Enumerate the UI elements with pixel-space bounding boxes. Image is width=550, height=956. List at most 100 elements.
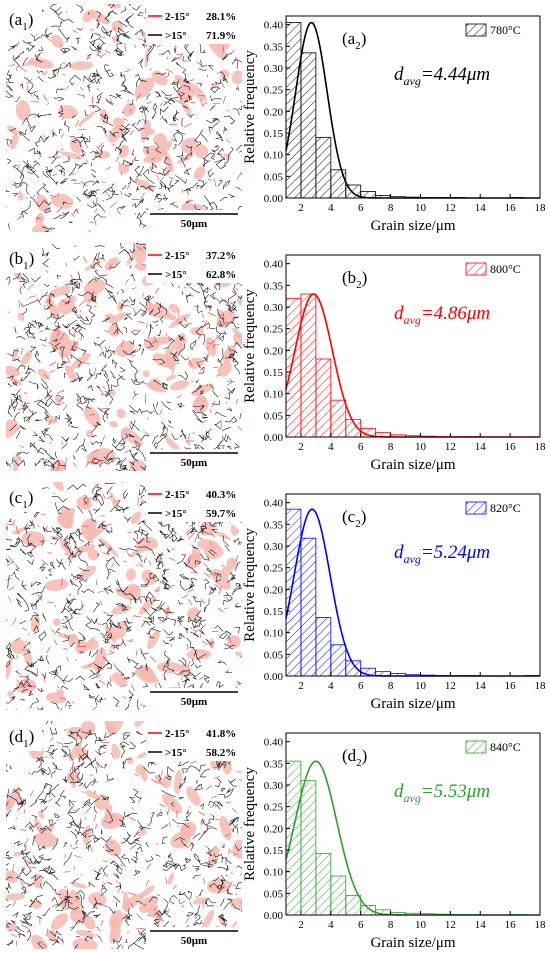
y-tick-label: 0.35 [264, 519, 284, 531]
series-legend: 780°C [465, 23, 521, 37]
x-axis-title: Grain size/μm [370, 696, 455, 712]
y-tick-label: 0.20 [264, 106, 284, 118]
x-tick-label: 6 [358, 202, 364, 214]
histogram-bar [315, 853, 332, 916]
map-panel-label: (a1) [9, 10, 33, 33]
x-tick-label: 4 [328, 202, 334, 214]
x-tick-label: 10 [415, 441, 427, 453]
histogram-bar [315, 136, 332, 199]
low-angle-legend-label: 2-15° [165, 489, 190, 501]
scale-bar: 50μm [146, 927, 242, 949]
y-tick-label: 0.20 [264, 584, 284, 596]
x-tick-label: 18 [535, 441, 547, 453]
x-tick-label: 8 [388, 202, 394, 214]
y-axis-title: Relative frequency [242, 289, 258, 403]
y-tick-label: 0.30 [264, 541, 284, 553]
grain-boundary-map: (d1) 2-15° 41.8% >15° 58.2% 50μm [6, 721, 242, 949]
histogram-svg: 2 4 6 8 10 12 14 16 18 0.00 0.05 0.10 0.15 0.20 0.25 0.… [242, 732, 546, 951]
histogram-bar [285, 297, 302, 438]
histogram-svg: 2 4 6 8 10 12 14 16 18 0.00 0.05 0.10 0.15 0.20 0.25 0.… [242, 254, 547, 473]
x-tick-label: 4 [328, 680, 334, 692]
boundary-legend: 2-15° 40.3% >15° 59.7% [146, 482, 242, 522]
x-tick-label: 16 [505, 202, 517, 214]
plot-frame [285, 493, 541, 677]
histogram-bar [300, 780, 317, 916]
y-tick-label: 0.15 [264, 606, 284, 618]
histogram-bar [330, 399, 347, 438]
grain-boundary-map-image: (b1) 2-15° 37.2% >15° 62.8% 50μm [6, 243, 242, 471]
x-tick-label: 14 [475, 680, 487, 692]
chart-panel-label: (a2) [342, 29, 366, 52]
x-tick-label: 2 [298, 441, 304, 453]
scale-bar-label: 50μm [181, 935, 207, 947]
histogram-svg: 2 4 6 8 10 12 14 16 18 0.00 0.05 0.10 0.15 0.20 0.25 0.… [242, 15, 546, 234]
high-angle-fraction: 71.9% [206, 30, 236, 42]
scale-bar-label: 50μm [181, 218, 207, 230]
chart-panel-label: (b2) [342, 268, 367, 291]
boundary-legend: 2-15° 28.1% >15° 71.9% [146, 4, 242, 44]
figure-row: (b1) 2-15° 37.2% >15° 62.8% 50μm 2 4 6 8 10 12 14 16 1… [0, 239, 550, 478]
y-tick-label: 0.35 [264, 280, 284, 292]
chart-panel-label: (c2) [342, 507, 366, 530]
x-tick-label: 6 [358, 680, 364, 692]
grain-boundary-map-image: (c1) 2-15° 40.3% >15° 59.7% 50μm [6, 482, 242, 710]
y-tick-label: 0.10 [264, 628, 284, 640]
x-tick-label: 16 [505, 680, 517, 692]
figure-row: (c1) 2-15° 40.3% >15° 59.7% 50μm 2 4 6 8 10 12 14 16 1… [0, 478, 550, 717]
x-tick-label: 12 [445, 680, 456, 692]
average-grain-size: davg=5.24μm [394, 542, 490, 566]
y-tick-label: 0.15 [264, 367, 284, 379]
y-tick-label: 0.05 [264, 649, 284, 661]
grain-size-histogram: 2 4 6 8 10 12 14 16 18 0.00 0.05 0.10 0.15 0.20 0.25 0.… [242, 717, 550, 956]
y-tick-label: 0.20 [264, 823, 284, 835]
low-angle-fraction: 40.3% [206, 489, 236, 501]
boundary-legend: 2-15° 37.2% >15° 62.8% [146, 243, 242, 283]
high-angle-fraction: 58.2% [206, 747, 236, 759]
low-angle-legend-label: 2-15° [165, 11, 190, 23]
y-tick-label: 0.00 [264, 910, 284, 922]
grain-boundary-map: (c1) 2-15° 40.3% >15° 59.7% 50μm [6, 482, 242, 710]
high-angle-legend-label: >15° [165, 747, 187, 759]
y-tick-label: 0.05 [264, 888, 284, 900]
histogram-bar [285, 508, 302, 677]
y-tick-label: 0.25 [264, 563, 284, 575]
legend-label: 820°C [490, 501, 521, 515]
x-tick-label: 4 [328, 919, 334, 931]
x-tick-label: 14 [475, 441, 487, 453]
x-tick-label: 2 [298, 680, 304, 692]
figure-row: (d1) 2-15° 41.8% >15° 58.2% 50μm 2 4 6 8 10 12 14 16 1… [0, 717, 550, 956]
x-tick-label: 16 [505, 919, 517, 931]
scale-bar: 50μm [146, 210, 242, 232]
y-tick-label: 0.10 [264, 867, 284, 879]
y-tick-label: 0.40 [264, 498, 284, 510]
x-tick-label: 8 [388, 441, 394, 453]
scale-bar: 50μm [146, 688, 242, 710]
high-angle-legend-label: >15° [165, 508, 187, 520]
scale-bar-label: 50μm [181, 696, 207, 708]
y-tick-label: 0.30 [264, 63, 284, 75]
x-tick-label: 8 [388, 680, 394, 692]
grain-boundary-map-image: (d1) 2-15° 41.8% >15° 58.2% 50μm [6, 721, 242, 949]
x-axis-title: Grain size/μm [370, 457, 455, 473]
x-tick-label: 12 [445, 202, 456, 214]
histogram-bar [300, 52, 317, 199]
low-angle-legend-label: 2-15° [165, 728, 190, 740]
boundary-legend: 2-15° 41.8% >15° 58.2% [146, 721, 242, 761]
y-tick-label: 0.05 [264, 410, 284, 422]
low-angle-legend-label: 2-15° [165, 250, 190, 262]
x-tick-label: 10 [415, 680, 427, 692]
average-grain-size: davg=4.44μm [394, 64, 490, 88]
high-angle-fraction: 62.8% [206, 269, 236, 281]
low-angle-fraction: 28.1% [206, 11, 236, 23]
y-tick-label: 0.10 [264, 389, 284, 401]
x-tick-label: 18 [535, 680, 547, 692]
x-tick-label: 14 [475, 202, 487, 214]
x-tick-label: 6 [358, 919, 364, 931]
map-panel-label: (b1) [9, 249, 34, 272]
legend-label: 840°C [490, 740, 521, 754]
plot-frame [285, 254, 541, 438]
map-panel-label: (c1) [9, 488, 33, 511]
x-tick-label: 12 [445, 441, 456, 453]
grain-size-histogram: 2 4 6 8 10 12 14 16 18 0.00 0.05 0.10 0.15 0.20 0.25 0.… [242, 0, 550, 239]
histogram-bar [285, 760, 302, 916]
